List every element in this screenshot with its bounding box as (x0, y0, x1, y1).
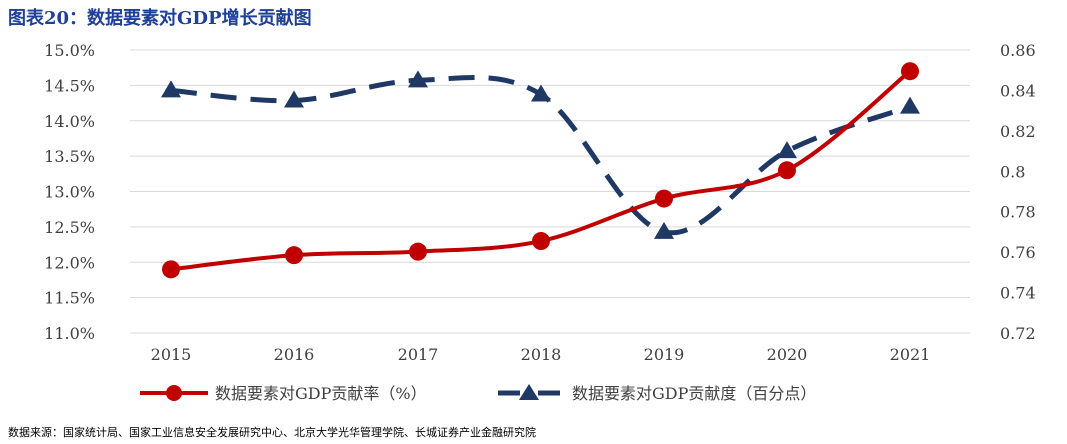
y-left-tick-label: 12.5% (44, 218, 95, 237)
y-right-tick-label: 0.84 (1000, 81, 1036, 100)
x-tick-label: 2020 (767, 345, 808, 364)
x-tick-label: 2018 (521, 345, 562, 364)
source-note: 数据来源：国家统计局、国家工业信息安全发展研究中心、北京大学光华管理学院、长城证… (8, 426, 536, 439)
chart-title: 图表20：数据要素对GDP增长贡献图 (8, 8, 312, 29)
series-contribution-point (531, 84, 551, 102)
y-left-tick-label: 15.0% (44, 41, 95, 60)
series-contribution-point (654, 221, 674, 239)
series-rate-point (901, 62, 919, 81)
legend-contribution-label: 数据要素对GDP贡献度（百分点） (572, 384, 816, 403)
series-rate-point (655, 189, 673, 208)
x-tick-label: 2019 (644, 345, 685, 364)
x-tick-label: 2015 (151, 345, 192, 364)
y-left-tick-label: 11.0% (44, 324, 95, 343)
legend-rate-label: 数据要素对GDP贡献率（%） (215, 384, 427, 403)
y-right-tick-label: 0.86 (1000, 41, 1036, 60)
series-rate-point (409, 242, 427, 261)
series-rate-point (778, 161, 796, 180)
y-left-tick-label: 14.0% (44, 112, 95, 131)
y-left-tick-label: 14.5% (44, 76, 95, 95)
y-left-tick-label: 11.5% (44, 289, 95, 308)
y-right-tick-label: 0.8 (1000, 162, 1025, 181)
legend-rate-marker (166, 385, 182, 401)
y-left-tick-label: 12.0% (44, 253, 95, 272)
y-right-tick-label: 0.76 (1000, 243, 1036, 262)
y-left-tick-label: 13.0% (44, 183, 95, 202)
y-right-tick-label: 0.78 (1000, 203, 1036, 222)
series-rate-point (532, 232, 550, 251)
y-right-tick-label: 0.72 (1000, 324, 1036, 343)
x-tick-label: 2021 (890, 345, 931, 364)
y-right-tick-label: 0.82 (1000, 122, 1036, 141)
series-contribution-point (284, 90, 304, 108)
y-right-tick-label: 0.74 (1000, 284, 1036, 303)
chart-canvas: 11.0% 11.5% 12.0% 12.5% 13.0% 13.5% 14.0% 14.5%… (44, 41, 1036, 403)
y-left-tick-label: 13.5% (44, 147, 95, 166)
x-tick-label: 2016 (274, 345, 315, 364)
series-rate-point (285, 246, 303, 265)
series-contribution-point (900, 96, 920, 114)
series-contribution-point (777, 141, 797, 159)
x-tick-label: 2017 (398, 345, 439, 364)
series-contribution-point (408, 70, 428, 88)
series-contribution-point (161, 80, 181, 98)
legend-contribution-marker (519, 384, 539, 400)
series-rate-point (162, 260, 180, 279)
